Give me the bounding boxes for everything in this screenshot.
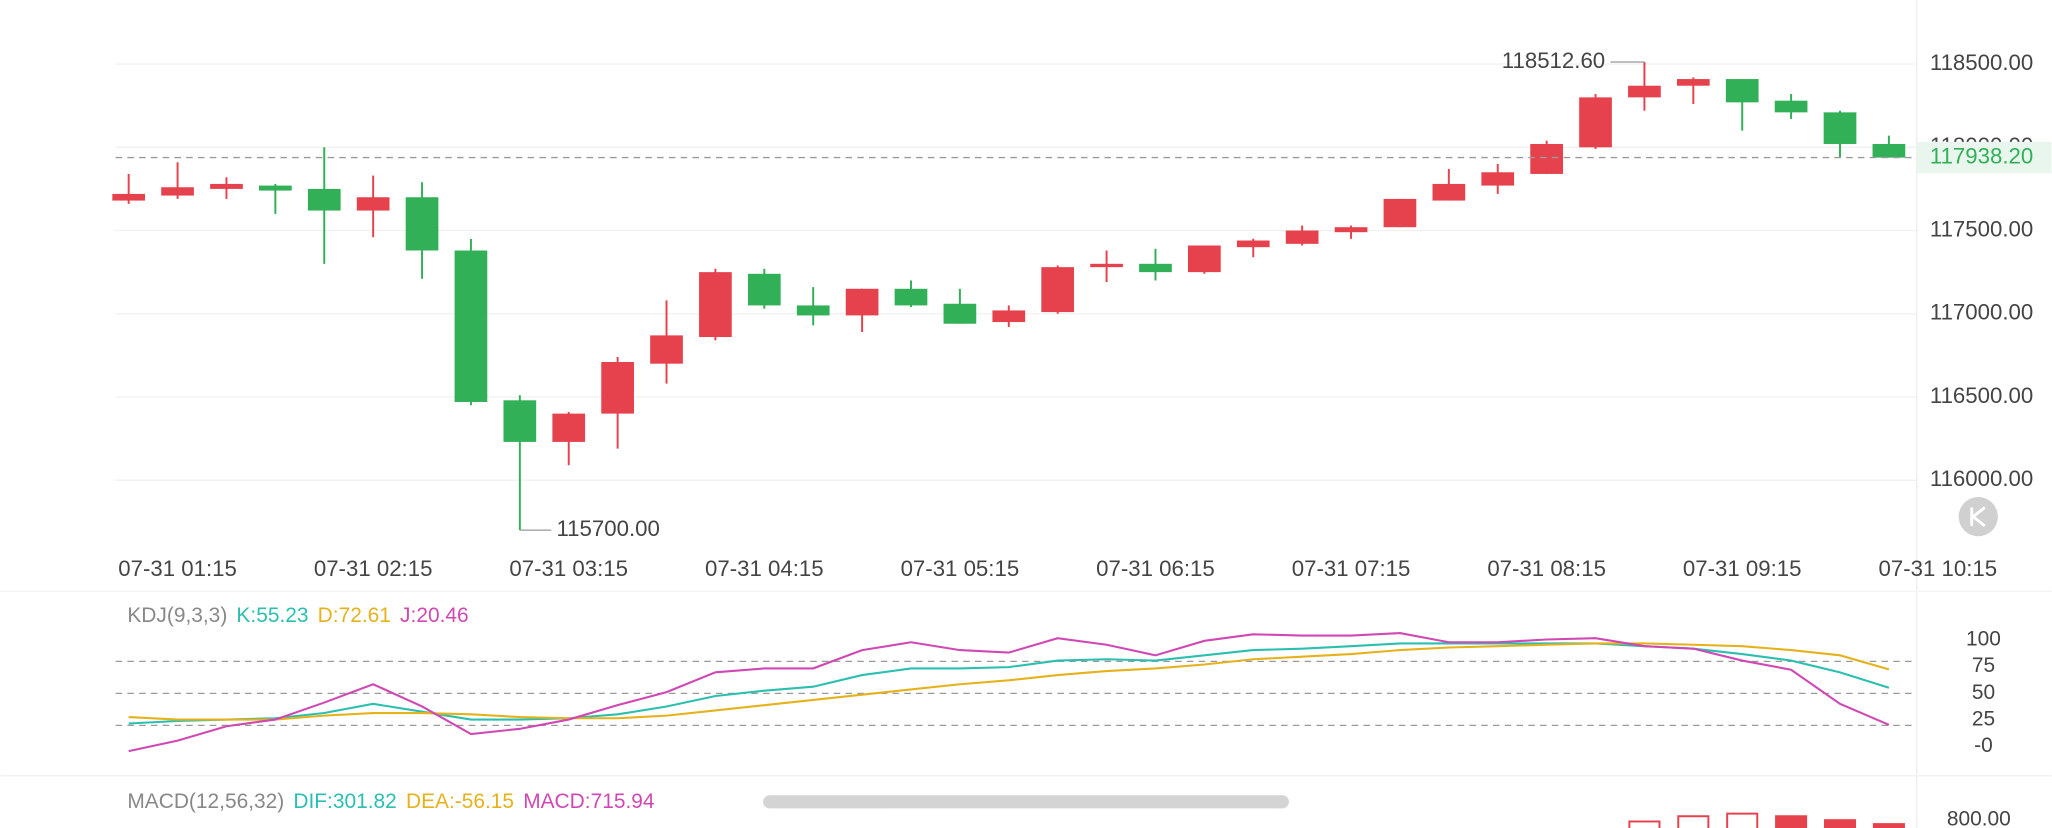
candle-body — [552, 413, 586, 442]
macd-bar — [1628, 820, 1661, 828]
macd-bar — [1677, 815, 1710, 828]
candle-body — [112, 193, 146, 201]
x-tick-label: 07-31 03:15 — [509, 556, 628, 581]
candle-body — [1676, 79, 1710, 86]
y-tick-label: 100 — [1966, 628, 2001, 651]
button-icon — [1970, 506, 1986, 527]
legend-entry: D:72.61 — [318, 604, 391, 627]
y-tick-label: 75 — [1972, 654, 1995, 677]
candle-body — [747, 273, 781, 306]
candle-body — [1236, 240, 1270, 248]
candle-body — [1628, 85, 1661, 98]
candle-body — [356, 197, 390, 211]
legend-entry: K:55.23 — [236, 604, 308, 627]
macd-bar — [1775, 815, 1808, 828]
candle-body — [161, 187, 194, 196]
x-tick-label: 07-31 02:15 — [314, 556, 433, 581]
candle-body — [650, 335, 683, 364]
y-tick-label: 117000.00 — [1930, 300, 2033, 325]
candle-body — [992, 310, 1026, 323]
x-tick-label: 07-31 04:15 — [705, 556, 824, 581]
panel-header: KDJ(9,3,3) K:55.23 D:72.61 J:20.46 — [127, 604, 468, 627]
candle-body — [1383, 198, 1417, 228]
indicator-line — [128, 642, 1890, 721]
candle-body — [1481, 172, 1515, 186]
candle-body — [1823, 112, 1857, 144]
candle-body — [454, 250, 488, 402]
candle-body — [1090, 263, 1123, 268]
candle-body — [259, 185, 292, 191]
candle-body — [1041, 267, 1075, 313]
candle-body — [503, 400, 537, 442]
candle-body — [1725, 79, 1759, 103]
panel-header: MACD(12,56,32) DIF:301.82 DEA:-56.15 MACD:7… — [127, 789, 655, 812]
legend-entry: DIF:301.82 — [293, 789, 396, 812]
candle-body — [307, 188, 341, 211]
candle-body — [210, 183, 243, 189]
min-label: 115700.00 — [556, 516, 659, 541]
candle-body — [1530, 143, 1563, 174]
legend-entry: MACD:715.94 — [523, 789, 655, 812]
panel-title: KDJ(9,3,3) — [127, 604, 227, 627]
x-tick-label: 07-31 10:15 — [1878, 556, 1997, 581]
macd-bar — [1726, 812, 1759, 828]
last-price-label: 117938.20 — [1930, 143, 2033, 168]
button-circle — [1958, 497, 1998, 537]
x-tick-label: 07-31 08:15 — [1487, 556, 1606, 581]
candle-body — [1188, 245, 1221, 273]
candle-body — [894, 288, 928, 306]
candle-body — [601, 362, 634, 414]
legend-entry: J:20.46 — [400, 604, 469, 627]
x-tick-label: 07-31 01:15 — [118, 556, 237, 581]
x-tick-label: 07-31 09:15 — [1683, 556, 1802, 581]
candle-body — [1285, 230, 1319, 244]
x-tick-label: 07-31 05:15 — [901, 556, 1020, 581]
panel-title: MACD(12,56,32) — [127, 789, 284, 812]
x-tick-label: 07-31 06:15 — [1096, 556, 1215, 581]
candle-body — [405, 197, 439, 251]
candle-body — [845, 288, 879, 316]
candle-body — [699, 272, 732, 338]
y-tick-label: 117500.00 — [1930, 216, 2033, 241]
candle-body — [1139, 263, 1172, 273]
candle-body — [943, 303, 977, 324]
x-tick-label: 07-31 07:15 — [1292, 556, 1411, 581]
scrollbar[interactable] — [763, 795, 1289, 809]
y-tick-label: 116500.00 — [1930, 383, 2033, 408]
candle-body — [1579, 97, 1612, 148]
y-tick-label: 118500.00 — [1930, 50, 2033, 75]
macd-bar — [1823, 819, 1857, 828]
candle-body — [1774, 100, 1808, 113]
last-price-box — [1916, 141, 2052, 174]
legend-entry: DEA:-56.15 — [406, 789, 514, 812]
y-tick-label: 116000.00 — [1930, 466, 2033, 491]
candle-body — [796, 305, 830, 316]
candle-body — [1432, 183, 1466, 201]
candle-body — [1872, 143, 1906, 158]
max-label: 118512.60 — [1502, 48, 1605, 73]
y-tick-label: 50 — [1972, 681, 1995, 704]
indicator-line — [128, 632, 1890, 753]
kline-button[interactable] — [1958, 497, 1998, 537]
y-tick-label: -0 — [1974, 734, 1993, 757]
macd-bar — [1872, 823, 1905, 828]
y-tick-label: 800.00 — [1947, 808, 2011, 828]
y-tick-label: 25 — [1972, 708, 1995, 731]
candle-body — [1334, 227, 1368, 233]
